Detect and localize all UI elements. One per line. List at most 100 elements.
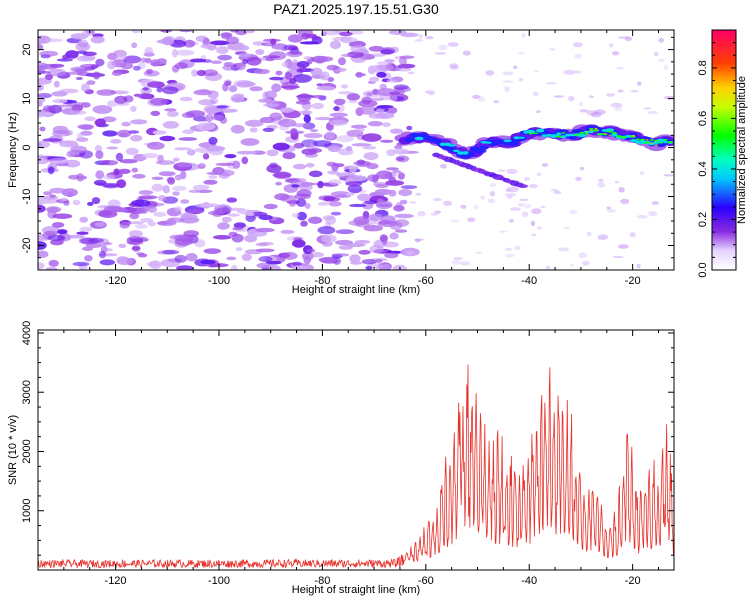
heatmap-cell: [438, 44, 448, 51]
heatmap-cell: [610, 102, 623, 108]
heatmap-cell: [459, 261, 471, 266]
heatmap-cell: [639, 171, 645, 176]
heatmap-cell: [115, 53, 127, 60]
heatmap-cell: [38, 250, 49, 258]
heatmap-cell: [518, 52, 525, 55]
heatmap-cell: [572, 42, 583, 48]
heatmap-cell: [541, 163, 549, 167]
heatmap-cell: [95, 58, 105, 67]
heatmap-cell: [658, 37, 665, 43]
heatmap-cell: [572, 70, 582, 74]
heatmap-cell: [125, 147, 139, 155]
heatmap-cell: [90, 64, 98, 70]
heatmap-cell: [98, 209, 118, 218]
heatmap-cell: [300, 181, 311, 188]
heatmap-cell: [95, 150, 104, 159]
heatmap-cell: [654, 144, 658, 146]
heatmap-cell: [226, 197, 238, 203]
heatmap-cell: [617, 36, 630, 39]
heatmap-cell: [528, 132, 533, 135]
heatmap-cell: [67, 234, 85, 239]
y-tick-label: 3000: [21, 380, 33, 404]
heatmap-cell: [612, 256, 624, 258]
heatmap-cell: [327, 170, 340, 175]
heatmap-cell: [199, 203, 220, 208]
colorbar-ticks: 0.0 0.2 0.4 0.6 0.8: [697, 42, 736, 278]
heatmap-cell: [588, 95, 595, 99]
heatmap-cell: [462, 151, 469, 155]
heatmap-cell: [142, 153, 159, 159]
heatmap-cell: [357, 193, 371, 202]
heatmap-cell: [331, 162, 339, 172]
colorbar-tick-label: 0.6: [697, 111, 709, 126]
heatmap-cell: [47, 234, 66, 241]
heatmap-cell: [651, 201, 660, 205]
heatmap-cell: [606, 206, 611, 210]
heatmap-cell: [333, 106, 340, 112]
heatmap-cell: [540, 205, 546, 208]
heatmap-cell: [336, 172, 356, 178]
heatmap-cell: [127, 221, 145, 225]
heatmap-cell: [289, 77, 297, 84]
heatmap-cell: [354, 240, 371, 244]
heatmap-cell: [348, 165, 357, 173]
heatmap-cell: [150, 110, 161, 117]
heatmap-cell: [272, 172, 291, 178]
heatmap-cell: [258, 256, 273, 263]
heatmap-cell: [644, 141, 651, 144]
heatmap-cell: [553, 95, 565, 98]
heatmap-cell: [355, 71, 363, 78]
heatmap-cell: [280, 107, 294, 113]
heatmap-cell: [202, 69, 218, 77]
heatmap-cell: [132, 173, 146, 179]
heatmap-cell: [240, 138, 260, 146]
heatmap-cell: [280, 229, 295, 234]
heatmap-cell: [362, 146, 377, 150]
heatmap-cell: [351, 143, 372, 147]
heatmap-cell: [480, 141, 488, 144]
heatmap-cell: [518, 136, 525, 139]
heatmap-cell: [156, 86, 163, 93]
heatmap-cell: [227, 213, 240, 217]
heatmap-cell: [350, 124, 368, 129]
heatmap-cell: [535, 128, 545, 133]
heatmap-cell: [518, 184, 528, 189]
x-tick-label: -100: [208, 575, 230, 587]
heatmap-cell: [392, 169, 402, 174]
heatmap-cell: [93, 71, 101, 80]
heatmap-cell: [52, 130, 70, 137]
heatmap-cell: [162, 185, 170, 194]
heatmap-cell: [453, 257, 464, 260]
heatmap-cell: [263, 103, 279, 107]
heatmap-cell: [42, 105, 54, 112]
heatmap-cell: [47, 68, 67, 77]
heatmap-cell: [140, 205, 149, 214]
heatmap-cell: [49, 63, 65, 68]
heatmap-cell: [374, 188, 392, 196]
heatmap-cell: [355, 128, 365, 132]
heatmap-cell: [226, 256, 237, 261]
heatmap-cell: [316, 86, 335, 91]
heatmap-cell: [129, 212, 140, 220]
heatmap-cell: [292, 59, 299, 67]
heatmap-cell: [361, 259, 377, 265]
heatmap-cell: [345, 192, 355, 196]
heatmap-cell: [38, 140, 51, 149]
heatmap-cell: [65, 50, 79, 59]
heatmap-cell: [616, 67, 625, 70]
heatmap-cell: [589, 128, 594, 130]
heatmap-cell: [152, 130, 167, 135]
heatmap-cell: [208, 175, 218, 179]
heatmap-cell: [589, 129, 593, 131]
heatmap-cell: [72, 261, 90, 267]
heatmap-cell: [385, 180, 405, 186]
heatmap-cell: [281, 61, 289, 68]
heatmap-cell: [568, 96, 575, 102]
heatmap-cell: [399, 199, 408, 205]
heatmap-cell: [369, 244, 384, 254]
heatmap-cell: [56, 58, 73, 62]
heatmap-cell: [574, 53, 582, 59]
heatmap-cell: [38, 100, 43, 107]
heatmap-cell: [171, 48, 178, 58]
